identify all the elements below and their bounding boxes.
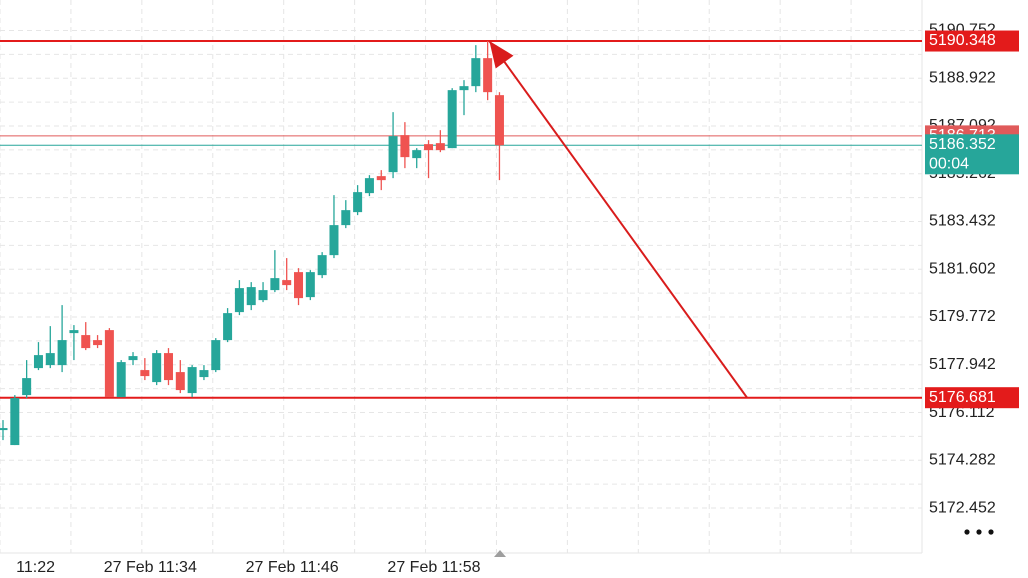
candle-body: [282, 280, 292, 286]
candle-body: [270, 278, 280, 291]
price-label: 5176.681: [929, 389, 996, 406]
y-axis: 5190.7525188.9225187.0925185.2625183.432…: [929, 22, 996, 517]
candle-body: [187, 367, 197, 394]
x-tick-label: 27 Feb 11:34: [104, 559, 197, 576]
candle-body: [447, 90, 457, 149]
candle-body: [163, 353, 173, 381]
candle-body: [329, 225, 339, 256]
candle-body: [22, 378, 32, 396]
countdown-label: 00:04: [929, 156, 969, 173]
drawings: [488, 40, 748, 399]
candle-body: [104, 330, 114, 398]
candle-body: [116, 362, 126, 398]
candle-body: [140, 370, 150, 377]
candle-body: [459, 86, 469, 91]
y-tick-label: 5179.772: [929, 308, 996, 325]
candle-body: [388, 136, 398, 173]
candle-body: [376, 176, 386, 181]
candle-body: [305, 272, 315, 298]
candle-body: [234, 288, 244, 313]
scroll-marker[interactable]: [494, 550, 506, 557]
y-tick-label: 5177.942: [929, 356, 996, 373]
candle-body: [483, 58, 493, 93]
more-menu[interactable]: [964, 529, 994, 535]
candle-body: [246, 287, 256, 306]
candle-body: [93, 340, 103, 346]
candle-body: [69, 330, 79, 334]
candles: [0, 41, 504, 446]
x-tick-label: 11:22: [16, 559, 55, 576]
candle-body: [175, 372, 185, 391]
candle-body: [424, 144, 434, 151]
y-tick-label: 5181.602: [929, 260, 996, 277]
candle-body: [258, 290, 268, 301]
arrow-line: [488, 40, 748, 399]
y-tick-label: 5183.432: [929, 213, 996, 230]
candle-body: [223, 313, 233, 341]
levels: [0, 40, 922, 399]
candle-body: [353, 192, 363, 213]
candle-body: [81, 335, 91, 349]
candle-body: [33, 355, 43, 369]
candle-body: [10, 398, 20, 446]
candle-body: [317, 255, 327, 276]
candle-body: [45, 353, 55, 366]
price-label: 5186.352: [929, 136, 996, 153]
candle-body: [364, 178, 374, 194]
candle-body: [294, 272, 304, 299]
candle-body: [471, 58, 481, 87]
candle-body: [341, 210, 351, 226]
price-label-box: [925, 387, 1019, 409]
grid: [0, 0, 923, 553]
candle-body: [400, 135, 410, 158]
arrow-head: [489, 41, 514, 69]
candle-body: [57, 340, 67, 366]
candle-body: [412, 150, 422, 159]
price-label-box: [925, 134, 1019, 175]
price-label-box: [925, 30, 1019, 52]
candle-body: [211, 340, 221, 371]
x-tick-label: 27 Feb 11:58: [387, 559, 480, 576]
candle-body: [0, 428, 8, 431]
x-axis: 11:22 27 Feb 11:34 27 Feb 11:46 27 Feb 11:5…: [16, 559, 480, 576]
x-tick-label: 27 Feb 11:46: [246, 559, 339, 576]
candle-body: [435, 143, 445, 151]
candle-body: [128, 356, 138, 361]
price-label: 5190.348: [929, 32, 996, 49]
candle-body: [152, 353, 162, 383]
y-tick-label: 5188.922: [929, 69, 996, 86]
candle-body: [199, 370, 209, 378]
y-tick-label: 5172.452: [929, 499, 996, 516]
y-tick-label: 5174.282: [929, 452, 996, 469]
candle-body: [494, 95, 504, 146]
